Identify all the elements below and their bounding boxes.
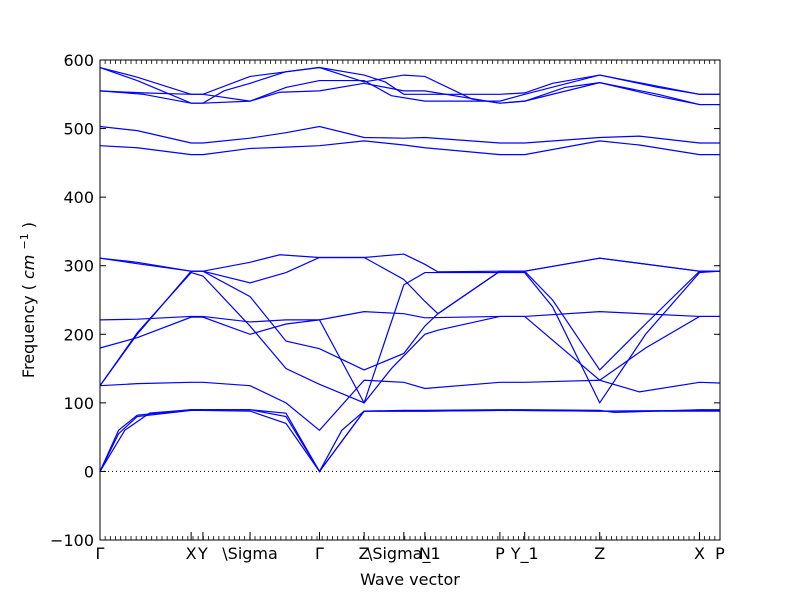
phonon-branch-11 [99,311,720,323]
y-ticks [100,59,720,541]
x-tick-label-3: Y [197,544,208,563]
x-tick-label-1: Γ [96,544,105,563]
x-tick-label-12: X [694,544,705,563]
y-axis-title-open-paren: ( [19,284,38,290]
y-axis-title: Frequency ( cm −1 ) [13,222,38,378]
x-tick-labels: Γ X Y \Sigma Γ Z\Sigma_1N P Y_1 Z X P [96,544,726,564]
y-tick-label: 500 [63,120,94,139]
series-layer [99,66,721,473]
x-tick-label-5: Γ [315,544,324,563]
x-tick-label-8: N [419,544,431,563]
phonon-branch-8 [99,256,720,315]
x-axis-title: Wave vector [360,570,460,589]
y-tick-label: 0 [84,462,94,481]
y-axis-title-close-paren: ) [19,222,38,228]
y-tick-label: 100 [63,394,94,413]
phonon-branch-12 [99,315,720,404]
plot-frame [99,59,721,541]
x-tick-label-4: \Sigma [222,544,278,563]
x-tick-label-9: P [495,544,505,563]
phonon-branch-6 [99,140,720,156]
phonon-branch-9 [99,270,720,387]
x-tick-label-7: \Sigma_1 [367,544,441,564]
y-tick-labels: −100 0 100 200 300 400 500 600 [50,51,94,550]
y-tick-label: −100 [50,531,94,550]
phonon-branch-3 [99,82,720,106]
y-tick-label: 600 [63,51,94,70]
phonon-branch-5 [99,125,720,144]
plot-area [99,59,721,541]
phonon-branch-16 [99,409,720,473]
x-ticks [99,60,721,540]
x-tick-label-13: P [715,544,725,563]
y-axis-title-exponent: −1 [18,233,31,249]
phonon-branch-10 [99,270,721,405]
x-tick-label-11: Z [594,544,605,563]
y-axis-title-text: Frequency [19,295,38,378]
y-tick-label: 300 [63,257,94,276]
y-tick-label: 200 [63,325,94,344]
phonon-branch-13 [99,379,721,432]
phonon-branch-7 [99,253,720,273]
x-tick-label-10: Y_1 [510,544,539,564]
phonon-branch-14 [99,409,720,473]
y-axis-title-unit: cm [19,255,38,279]
phonon-branch-4 [99,74,720,102]
x-tick-label-2: X [186,544,197,563]
x-tick-label-6: Z [359,544,370,563]
phonon-branch-15 [99,409,720,473]
y-tick-label: 400 [63,188,94,207]
